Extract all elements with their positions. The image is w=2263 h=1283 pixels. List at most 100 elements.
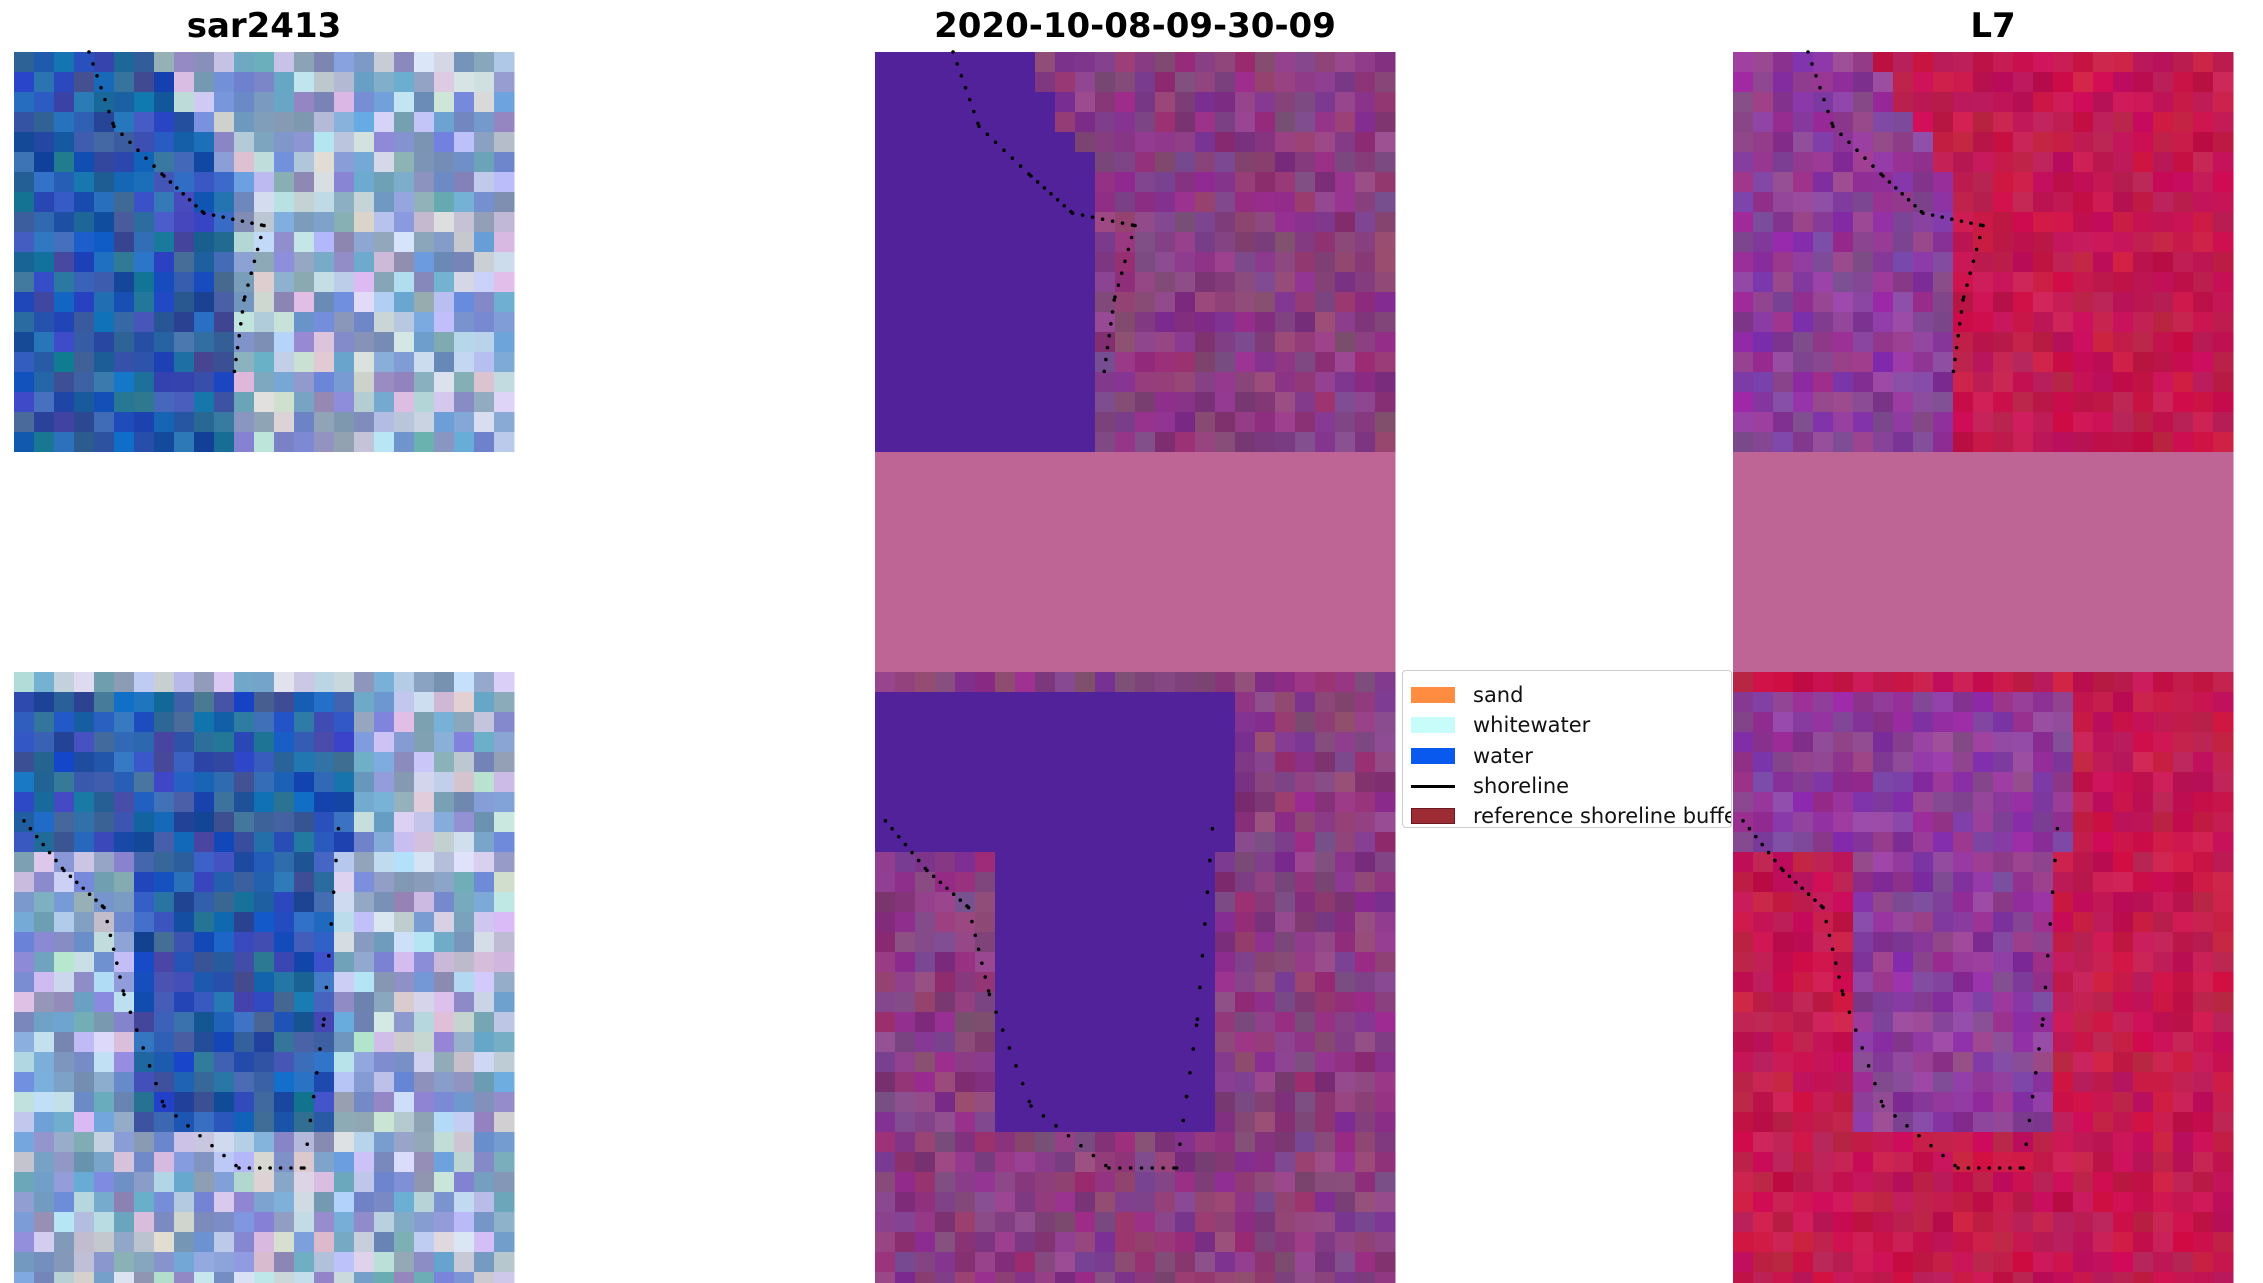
- raster-cell: [394, 92, 415, 113]
- raster-cell: [314, 452, 335, 473]
- raster-cell: [214, 372, 235, 393]
- raster-cell: [354, 92, 375, 113]
- raster-cell: [2013, 592, 2034, 613]
- raster-cell: [2133, 812, 2154, 833]
- raster-cell: [74, 672, 95, 693]
- raster-cell: [314, 152, 335, 173]
- raster-cell: [134, 232, 155, 253]
- raster-cell: [2153, 132, 2174, 153]
- raster-cell: [314, 532, 335, 553]
- raster-cell: [1853, 692, 1874, 713]
- raster-cell: [1873, 352, 1894, 373]
- raster-cell: [334, 672, 355, 693]
- raster-cell: [2073, 72, 2094, 93]
- raster-cell: [1933, 1072, 1954, 1093]
- raster-cell: [174, 432, 195, 453]
- raster-cell: [114, 152, 135, 173]
- raster-cell: [14, 112, 35, 133]
- raster-cell: [434, 112, 455, 133]
- raster-cell: [234, 392, 255, 413]
- raster-cell: [54, 532, 75, 553]
- raster-cell: [2133, 332, 2154, 353]
- raster-cell: [314, 632, 335, 653]
- raster-cell: [454, 352, 475, 373]
- raster-cell: [2093, 392, 2114, 413]
- raster-cell: [254, 112, 275, 133]
- raster-cell: [334, 492, 355, 513]
- raster-cell: [2033, 832, 2054, 853]
- raster-cell: [434, 512, 455, 533]
- raster-cell: [2093, 192, 2114, 213]
- raster-cell: [1993, 1232, 2014, 1253]
- raster-cell: [474, 352, 495, 373]
- raster-cell: [2133, 892, 2154, 913]
- raster-cell: [1793, 672, 1814, 693]
- raster-cell: [114, 492, 135, 513]
- raster-cell: [14, 352, 35, 373]
- raster-cell: [1813, 1232, 1834, 1253]
- raster-cell: [214, 612, 235, 633]
- raster-cell: [154, 92, 175, 113]
- raster-cell: [234, 652, 255, 673]
- shoreline-point: [1787, 874, 1792, 879]
- raster-cell: [1733, 292, 1754, 313]
- raster-cell: [474, 172, 495, 193]
- raster-cell: [2033, 152, 2054, 173]
- raster-cell: [154, 612, 175, 633]
- raster-cell: [94, 292, 115, 313]
- raster-cell: [1813, 92, 1834, 113]
- raster-cell: [1893, 732, 1914, 753]
- raster-cell: [2033, 512, 2054, 533]
- raster-cell: [2213, 972, 2234, 993]
- raster-cell: [2153, 1252, 2174, 1273]
- raster-cell: [494, 132, 515, 153]
- raster-cell: [2133, 732, 2154, 753]
- raster-cell: [1873, 192, 1894, 213]
- raster-cell: [2053, 332, 2074, 353]
- raster-cell: [1733, 272, 1754, 293]
- shoreline-point: [1930, 213, 1935, 217]
- raster-cell: [454, 252, 475, 273]
- raster-cell: [2133, 1132, 2154, 1153]
- raster-cell: [1953, 312, 1974, 333]
- raster-cell: [1853, 912, 1874, 933]
- raster-cell: [2013, 72, 2034, 93]
- raster-cell: [1813, 132, 1834, 153]
- raster-cell: [314, 552, 335, 573]
- raster-cell: [174, 332, 195, 353]
- raster-cell: [194, 472, 215, 493]
- raster-cell: [1853, 332, 1874, 353]
- raster-cell: [1933, 332, 1954, 353]
- raster-cell: [2093, 72, 2114, 93]
- raster-cell: [1733, 712, 1754, 733]
- raster-cell: [254, 432, 275, 453]
- raster-cell: [1773, 772, 1794, 793]
- raster-cell: [414, 372, 435, 393]
- raster-cell: [494, 352, 515, 373]
- raster-cell: [1993, 592, 2014, 613]
- raster-cell: [1873, 1092, 1894, 1113]
- raster-cell: [2173, 392, 2194, 413]
- raster-cell: [1853, 672, 1874, 693]
- raster-cell: [454, 692, 475, 713]
- raster-cell: [1993, 912, 2014, 933]
- raster-cell: [2113, 972, 2134, 993]
- raster-cell: [134, 452, 155, 473]
- raster-cell: [1833, 492, 1854, 513]
- raster-cell: [354, 72, 375, 93]
- raster-cell: [1973, 72, 1994, 93]
- raster-cell: [2173, 1132, 2194, 1153]
- raster-cell: [2093, 812, 2114, 833]
- raster-cell: [334, 632, 355, 653]
- raster-cell: [494, 72, 515, 93]
- raster-cell: [34, 472, 55, 493]
- raster-cell: [1793, 312, 1814, 333]
- raster-cell: [414, 652, 435, 673]
- raster-cell: [2093, 652, 2114, 673]
- raster-cell: [274, 372, 295, 393]
- raster-cell: [274, 112, 295, 133]
- raster-cell: [2033, 1012, 2054, 1033]
- shoreline-point: [1921, 211, 1925, 215]
- raster-cell: [34, 232, 55, 253]
- raster-cell: [1993, 232, 2014, 253]
